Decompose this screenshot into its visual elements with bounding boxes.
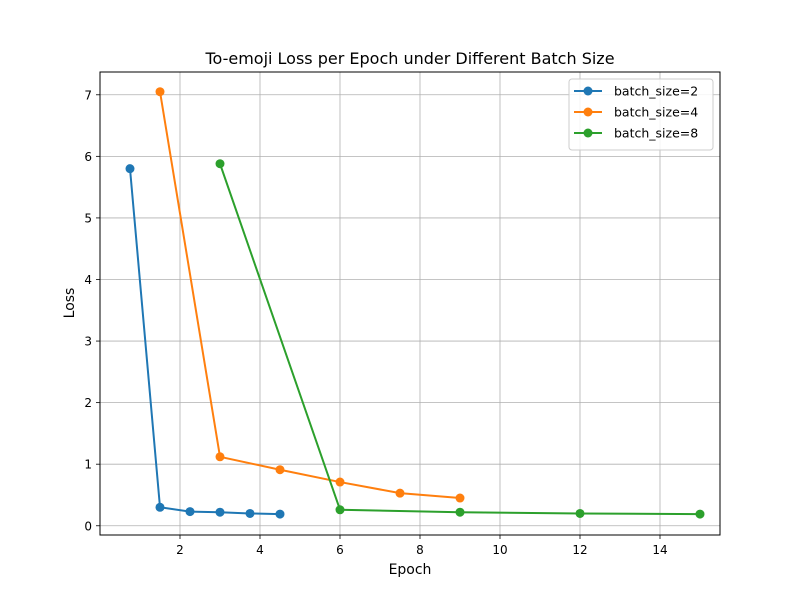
x-tick-label: 2 bbox=[176, 543, 184, 557]
plot-area-frame bbox=[99, 71, 721, 536]
series-1 bbox=[125, 164, 285, 519]
data-point bbox=[455, 493, 465, 503]
data-point bbox=[125, 164, 135, 174]
legend-swatch-marker bbox=[583, 128, 593, 138]
legend-label: batch_size=4 bbox=[614, 105, 698, 120]
legend-label: batch_size=2 bbox=[614, 84, 698, 99]
data-point bbox=[155, 502, 165, 512]
y-tick-label: 7 bbox=[84, 88, 92, 102]
y-axis-label: Loss bbox=[62, 288, 78, 319]
y-tick-label: 4 bbox=[84, 273, 92, 287]
data-point bbox=[215, 507, 225, 517]
chart-title: To-emoji Loss per Epoch under Different … bbox=[204, 49, 614, 68]
x-axis-label: Epoch bbox=[389, 562, 432, 578]
x-tick-label: 4 bbox=[256, 543, 264, 557]
legend-box bbox=[568, 78, 714, 151]
y-tick-label: 3 bbox=[84, 335, 92, 349]
data-point bbox=[275, 465, 285, 475]
y-tick-label: 0 bbox=[84, 519, 92, 533]
series-2 bbox=[155, 87, 465, 503]
legend-swatch-marker bbox=[583, 107, 593, 117]
legend: batch_size=2 batch_size=4 batch_size=8 bbox=[568, 78, 714, 151]
data-point bbox=[395, 488, 405, 498]
data-point bbox=[155, 87, 165, 97]
x-tick-label: 6 bbox=[336, 543, 344, 557]
series-line bbox=[159, 91, 461, 500]
series-line bbox=[219, 163, 701, 516]
series-3 bbox=[215, 159, 705, 519]
data-point bbox=[695, 509, 705, 519]
y-tick-label: 2 bbox=[84, 396, 92, 410]
data-point bbox=[335, 505, 345, 515]
y-tick-label: 6 bbox=[84, 150, 92, 164]
data-point bbox=[185, 507, 195, 517]
data-point bbox=[245, 508, 255, 518]
data-point bbox=[275, 509, 285, 519]
x-tick-label: 8 bbox=[416, 543, 424, 557]
series-line bbox=[129, 168, 281, 516]
y-tick-label: 5 bbox=[84, 211, 92, 225]
series-layer bbox=[125, 87, 705, 519]
x-tick-label: 14 bbox=[652, 543, 667, 557]
data-point bbox=[455, 507, 465, 517]
y-tick-label: 1 bbox=[84, 458, 92, 472]
legend-label: batch_size=8 bbox=[614, 126, 698, 141]
x-tick-label: 12 bbox=[572, 543, 587, 557]
data-point bbox=[575, 508, 585, 518]
x-tick-label: 10 bbox=[492, 543, 507, 557]
data-point bbox=[335, 477, 345, 487]
data-point bbox=[215, 452, 225, 462]
data-point bbox=[215, 159, 225, 169]
legend-swatch-marker bbox=[583, 86, 593, 96]
